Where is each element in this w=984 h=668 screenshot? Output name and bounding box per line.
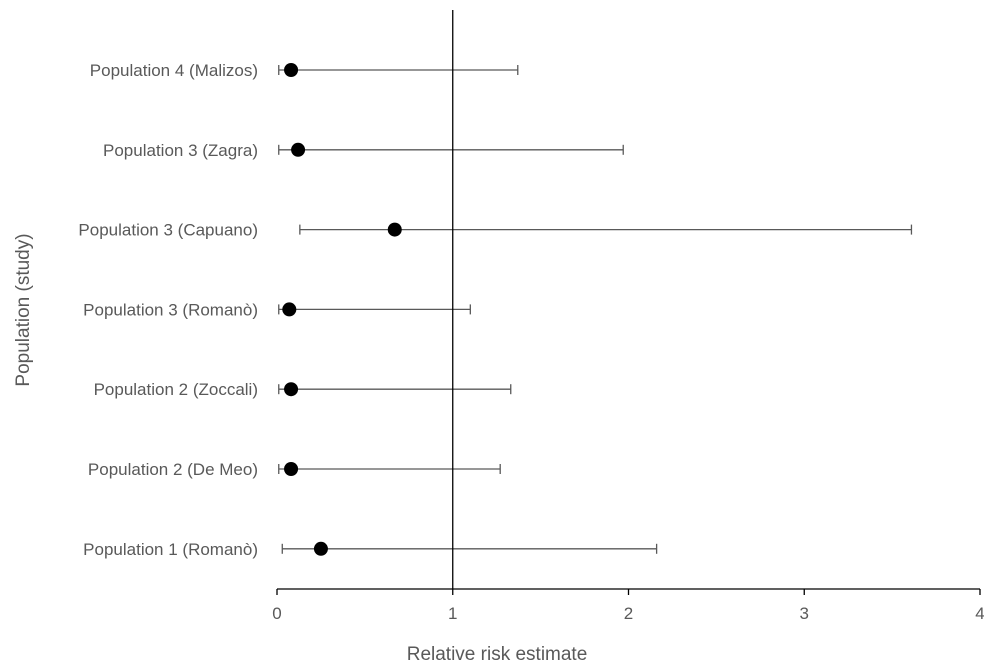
category-label: Population 4 (Malizos): [90, 61, 258, 80]
x-tick-label: 1: [448, 604, 457, 623]
x-axis: 0 1 2 3 4: [272, 588, 984, 623]
estimate-points: [282, 63, 402, 556]
category-label: Population 3 (Zagra): [103, 141, 258, 160]
error-bars: [278, 65, 913, 554]
estimate-point: [387, 222, 402, 237]
x-tick-label: 2: [624, 604, 633, 623]
category-label: Population 2 (Zoccali): [94, 380, 258, 399]
estimate-point: [284, 462, 299, 476]
y-axis-title: Population (study): [13, 233, 34, 386]
x-tick-label: 3: [800, 604, 809, 623]
category-label: Population 2 (De Meo): [88, 460, 258, 479]
x-tick-label: 0: [272, 604, 281, 623]
category-label: Population 1 (Romanò): [83, 540, 258, 559]
estimate-point: [282, 302, 297, 317]
estimate-point: [284, 63, 299, 77]
category-label: Population 3 (Capuano): [78, 221, 258, 240]
x-axis-title: Relative risk estimate: [407, 644, 588, 665]
estimate-point: [284, 382, 299, 397]
x-tick-label: 4: [975, 604, 984, 623]
category-label: Population 3 (Romanò): [83, 300, 258, 319]
estimate-point: [291, 142, 306, 157]
category-labels: Population 4 (Malizos) Population 3 (Zagr…: [78, 61, 258, 559]
estimate-point: [313, 541, 328, 556]
